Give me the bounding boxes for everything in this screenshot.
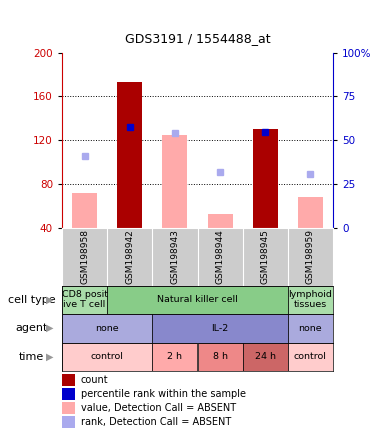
Text: GSM198942: GSM198942 [125,229,134,284]
Bar [152,342,197,371]
Text: ▶: ▶ [46,295,53,305]
Text: control: control [91,352,124,361]
Text: none: none [95,324,119,333]
Text: GSM198945: GSM198945 [261,229,270,284]
Text: GSM198958: GSM198958 [80,229,89,284]
Bar [253,129,278,227]
Bar [72,193,97,227]
Text: GSM198959: GSM198959 [306,229,315,284]
Text: GDS3191 / 1554488_at: GDS3191 / 1554488_at [125,32,270,45]
Bar [243,342,288,371]
Text: 2 h: 2 h [167,352,183,361]
Text: lymphoid
tissues: lymphoid tissues [289,290,332,309]
Text: rank, Detection Call = ABSENT: rank, Detection Call = ABSENT [81,417,231,427]
Bar [62,314,152,342]
Text: percentile rank within the sample: percentile rank within the sample [81,389,246,399]
Bar [62,342,152,371]
Text: none: none [299,324,322,333]
Bar [288,314,333,342]
Text: ▶: ▶ [46,323,53,333]
Text: time: time [19,352,44,362]
Bar [107,285,288,314]
Bar [162,135,187,227]
Bar [208,214,233,227]
Bar [117,82,142,227]
Text: count: count [81,375,108,385]
Text: GSM198944: GSM198944 [216,229,224,284]
Text: 8 h: 8 h [213,352,227,361]
Text: value, Detection Call = ABSENT: value, Detection Call = ABSENT [81,403,236,413]
Text: Natural killer cell: Natural killer cell [157,295,238,304]
Text: agent: agent [16,323,48,333]
Bar [288,342,333,371]
Bar [288,285,333,314]
Text: GSM198943: GSM198943 [170,229,180,284]
Bar [62,285,107,314]
Text: ▶: ▶ [46,352,53,362]
Bar [152,314,288,342]
Text: cell type: cell type [8,295,55,305]
Bar [298,197,323,227]
Bar [197,342,243,371]
Text: IL-2: IL-2 [211,324,229,333]
Text: 24 h: 24 h [255,352,276,361]
Text: control: control [294,352,327,361]
Text: CD8 posit
ive T cell: CD8 posit ive T cell [62,290,108,309]
